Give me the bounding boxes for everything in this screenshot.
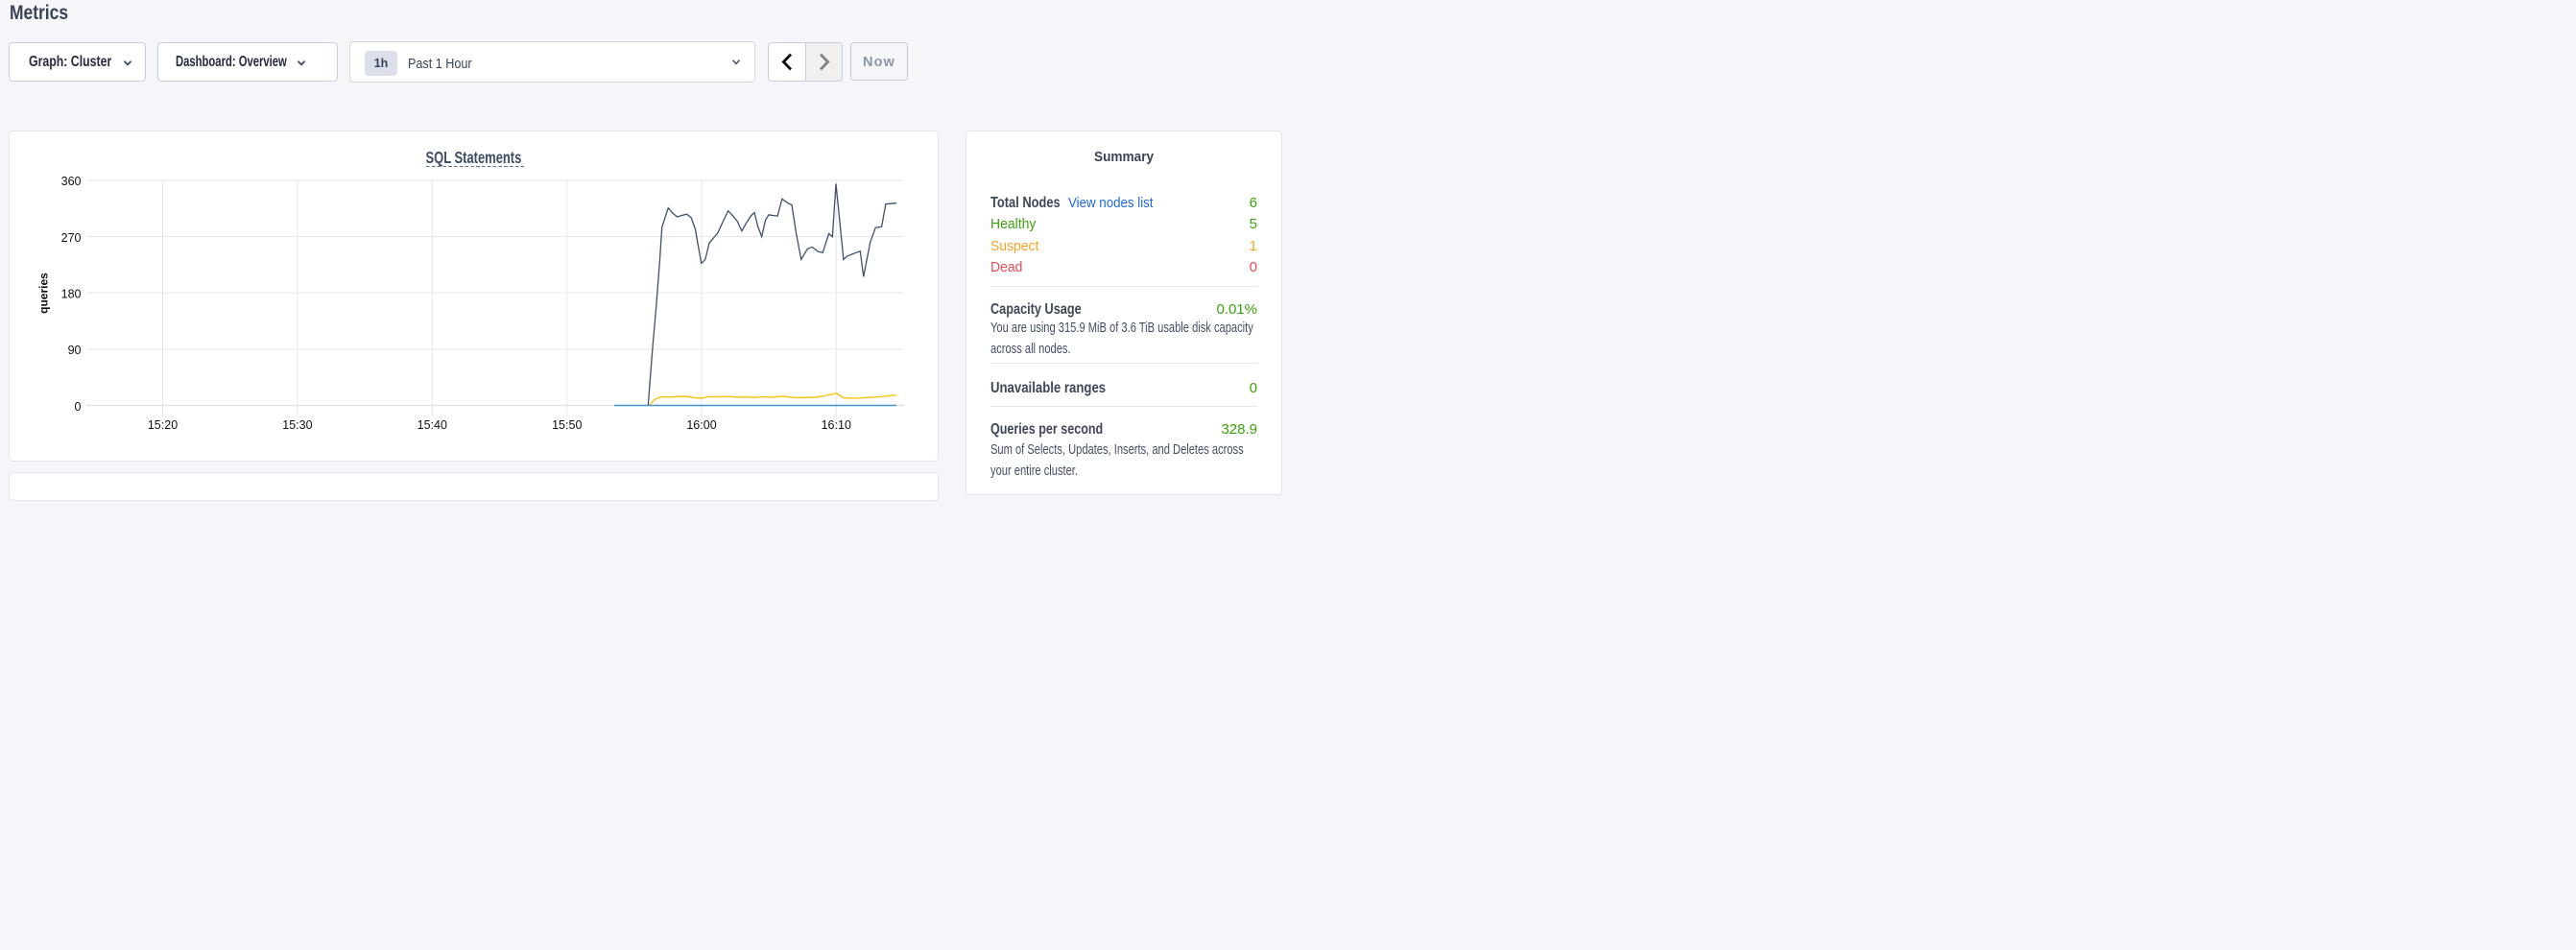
svg-text:360: 360 bbox=[61, 175, 82, 188]
svg-text:0: 0 bbox=[75, 400, 82, 414]
svg-text:15:30: 15:30 bbox=[282, 418, 312, 432]
svg-text:270: 270 bbox=[61, 231, 82, 245]
svg-text:queries: queries bbox=[37, 273, 51, 314]
svg-text:16:10: 16:10 bbox=[822, 418, 851, 432]
svg-text:180: 180 bbox=[61, 288, 82, 301]
svg-text:90: 90 bbox=[68, 344, 82, 357]
svg-text:15:40: 15:40 bbox=[417, 418, 447, 432]
svg-text:16:00: 16:00 bbox=[686, 418, 716, 432]
svg-text:15:50: 15:50 bbox=[552, 418, 582, 432]
svg-text:15:20: 15:20 bbox=[148, 418, 178, 432]
